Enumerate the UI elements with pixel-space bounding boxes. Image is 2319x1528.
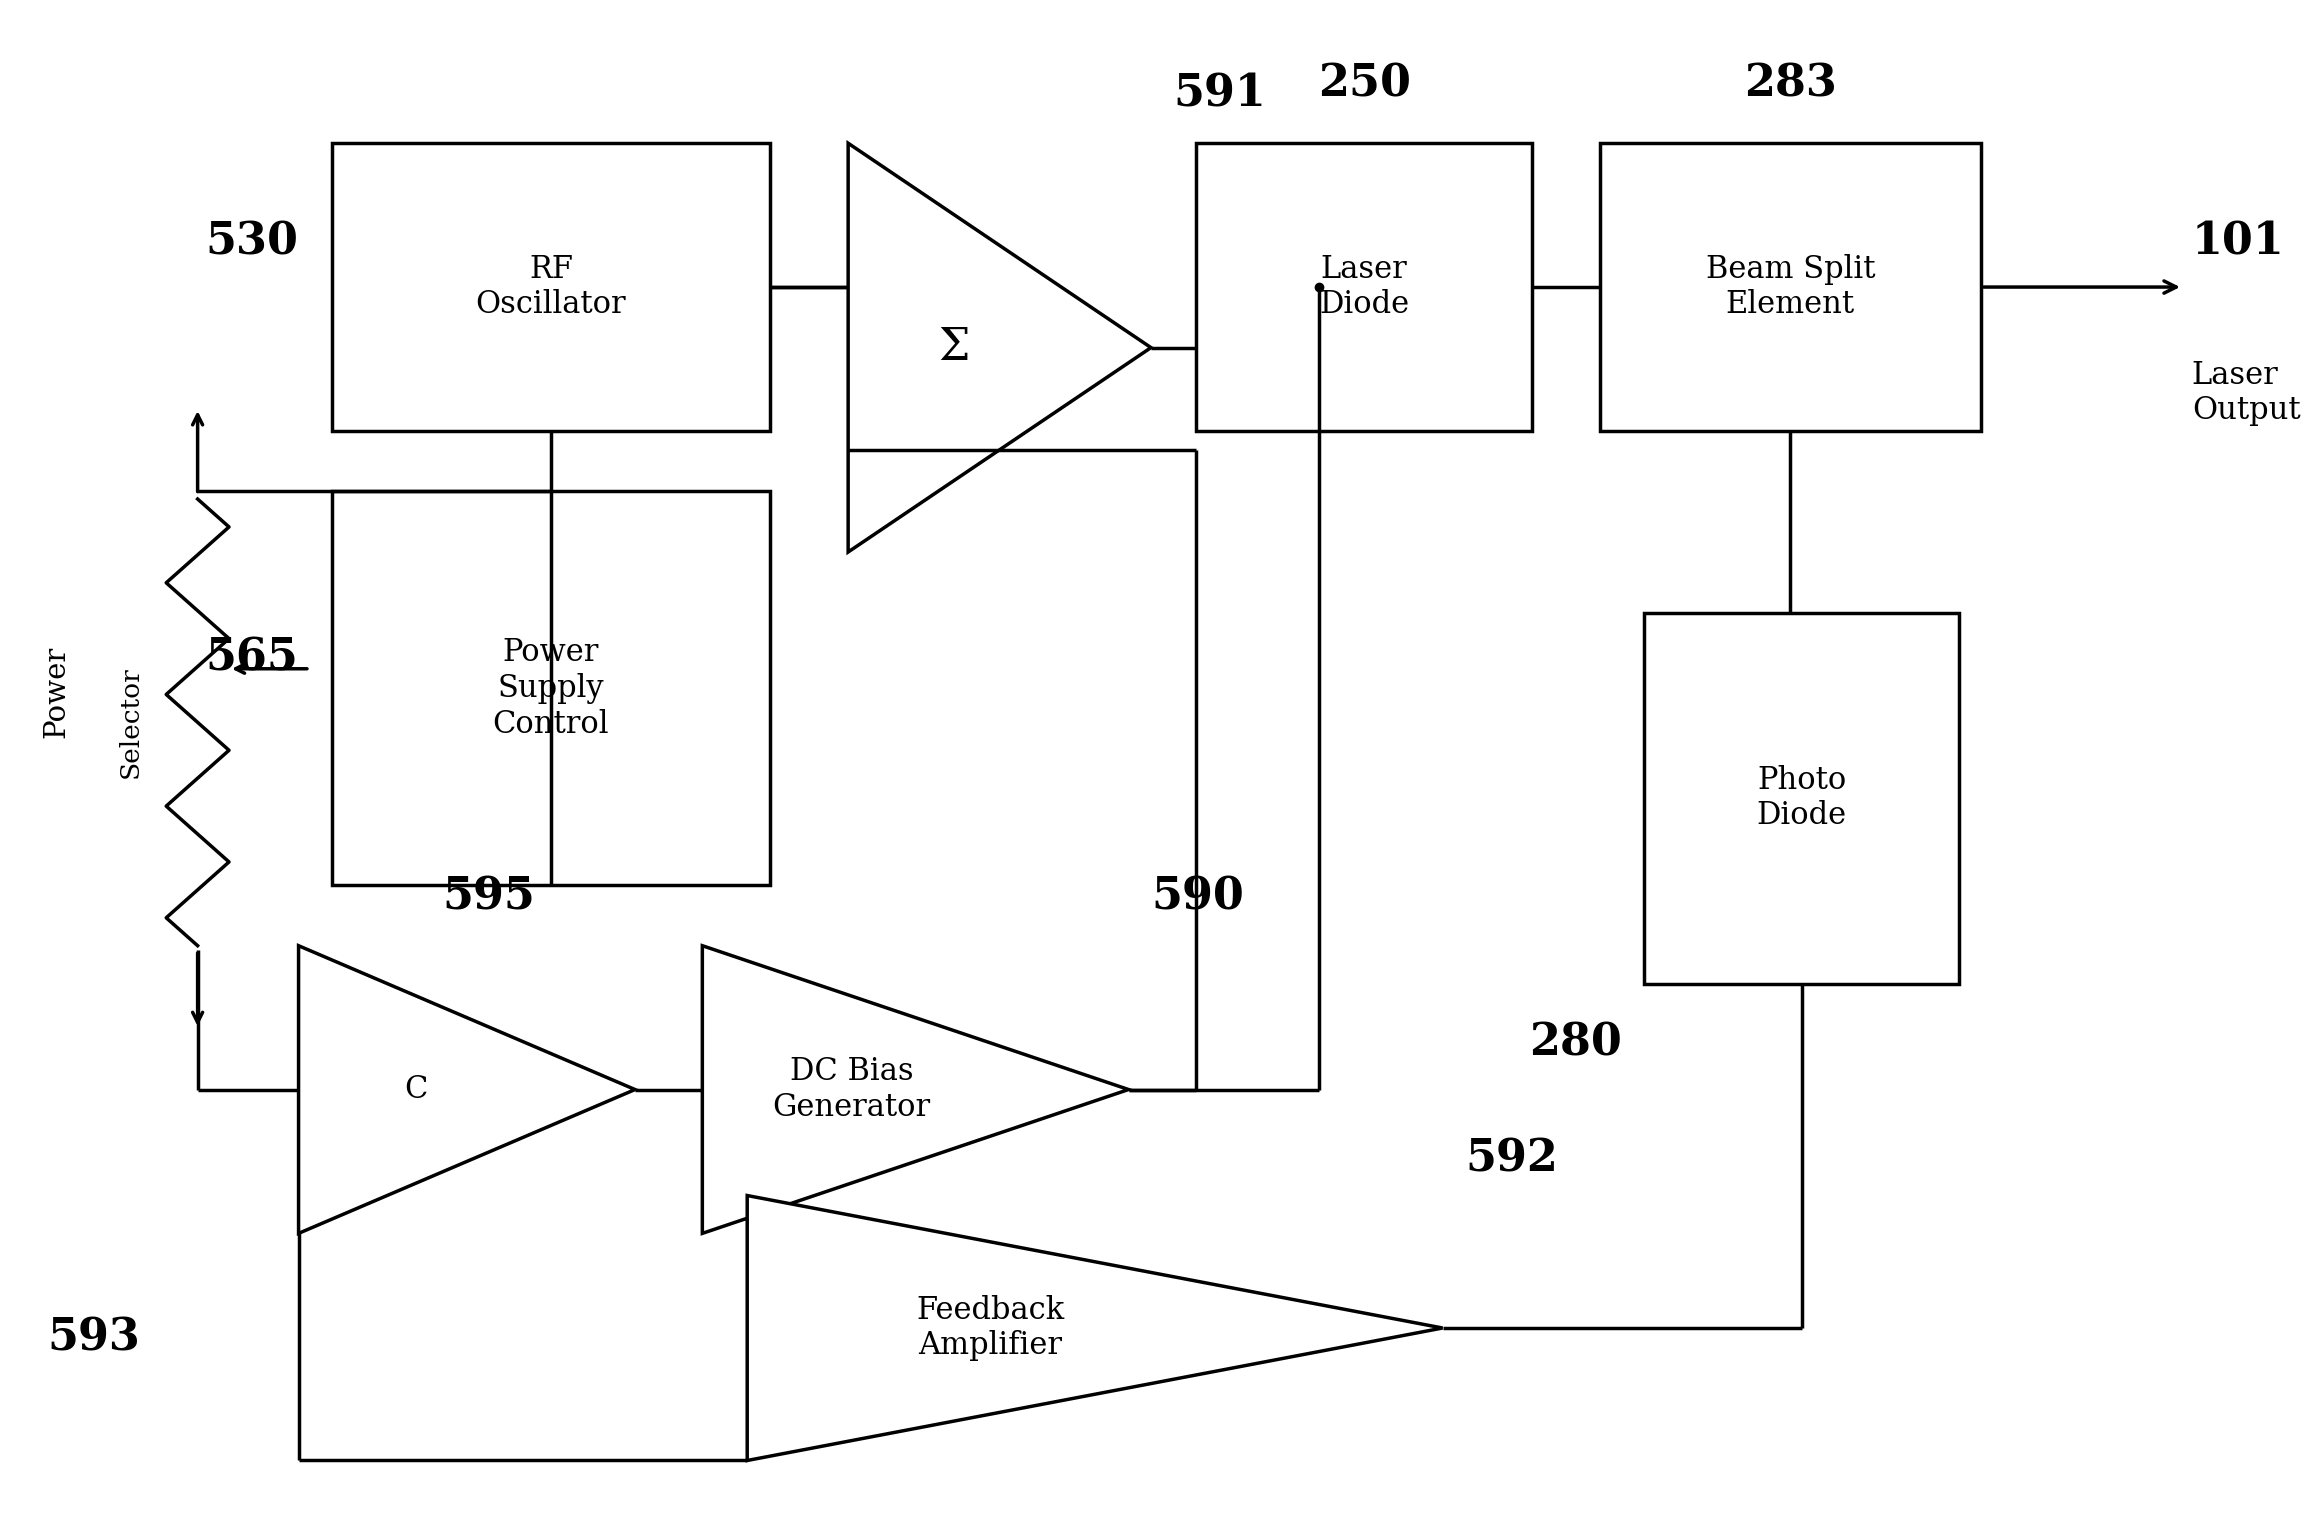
Text: 593: 593: [46, 1317, 139, 1360]
Text: Laser
Diode: Laser Diode: [1320, 254, 1410, 321]
Text: Power
Supply
Control: Power Supply Control: [492, 637, 610, 740]
Text: 280: 280: [1528, 1021, 1621, 1065]
Text: 591: 591: [1173, 73, 1266, 116]
FancyBboxPatch shape: [1644, 613, 1960, 984]
Text: 250: 250: [1317, 63, 1410, 105]
Text: Power: Power: [42, 646, 70, 738]
FancyBboxPatch shape: [332, 492, 770, 885]
Text: Feedback
Amplifier: Feedback Amplifier: [916, 1294, 1064, 1361]
Text: 590: 590: [1150, 876, 1243, 918]
FancyBboxPatch shape: [1197, 144, 1533, 431]
Text: 565: 565: [206, 637, 299, 680]
FancyBboxPatch shape: [332, 144, 770, 431]
Polygon shape: [747, 1195, 1442, 1461]
Text: 101: 101: [2191, 220, 2284, 263]
Text: 530: 530: [206, 220, 299, 263]
Text: DC Bias
Generator: DC Bias Generator: [772, 1056, 930, 1123]
Text: C: C: [404, 1074, 429, 1105]
Text: Laser
Output: Laser Output: [2191, 359, 2300, 426]
Text: 592: 592: [1466, 1137, 1558, 1181]
Text: RF
Oscillator: RF Oscillator: [475, 254, 626, 321]
FancyBboxPatch shape: [1600, 144, 1980, 431]
Text: Σ: Σ: [939, 325, 969, 370]
Polygon shape: [849, 144, 1150, 552]
Polygon shape: [299, 946, 635, 1233]
Text: Photo
Diode: Photo Diode: [1755, 764, 1846, 831]
Text: Selector: Selector: [118, 666, 144, 778]
Text: 595: 595: [443, 876, 536, 918]
Text: 283: 283: [1744, 63, 1837, 105]
Polygon shape: [703, 946, 1129, 1233]
Text: Beam Split
Element: Beam Split Element: [1704, 254, 1876, 321]
